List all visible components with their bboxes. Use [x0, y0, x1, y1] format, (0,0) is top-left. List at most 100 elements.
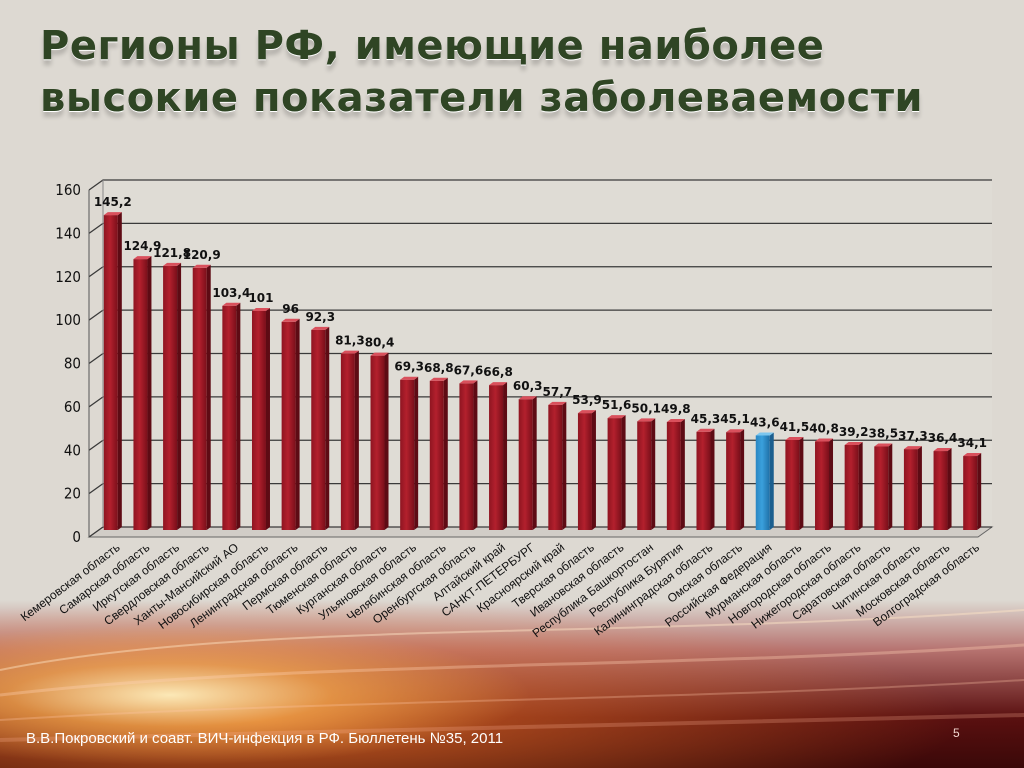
slide-title: Регионы РФ, имеющие наиболее высокие пок… — [40, 23, 924, 121]
bar — [518, 399, 533, 530]
data-label: 57,7 — [543, 385, 573, 399]
bar-top — [163, 262, 182, 266]
bar-side — [917, 446, 922, 530]
bar-side — [206, 264, 211, 530]
source-citation: В.В.Покровский и соавт. ВИЧ-инфекция в Р… — [26, 730, 504, 747]
data-label: 53,9 — [572, 393, 602, 407]
bar-top — [785, 436, 804, 440]
bar — [637, 421, 652, 530]
bar — [281, 321, 296, 530]
bar-side — [740, 429, 745, 530]
bar-top — [903, 446, 922, 450]
bar-top — [311, 326, 330, 330]
bar — [607, 418, 622, 530]
bar-top — [577, 410, 596, 414]
data-label: 37,3 — [898, 429, 928, 443]
bar-top — [963, 453, 982, 457]
y-tick-label: 40 — [64, 441, 81, 459]
bar-side — [799, 436, 804, 530]
data-label: 121,8 — [153, 246, 191, 260]
bar — [903, 449, 918, 530]
bar-side — [443, 377, 448, 530]
data-label: 45,3 — [691, 412, 721, 426]
bar — [192, 267, 207, 530]
y-tick-label: 20 — [64, 485, 81, 503]
bar-top — [133, 256, 152, 260]
bar — [103, 215, 118, 530]
bar-side — [769, 432, 774, 530]
bar — [251, 310, 266, 530]
y-tick-label: 160 — [55, 181, 81, 199]
bar — [666, 421, 681, 530]
data-label: 92,3 — [305, 310, 335, 324]
bar-side — [325, 326, 330, 530]
bar-highlight — [755, 435, 770, 530]
bar-side — [591, 410, 596, 530]
bar-side — [977, 453, 982, 530]
bar-side — [295, 318, 300, 530]
bar-top — [103, 212, 122, 216]
bar-side — [947, 448, 952, 530]
data-label: 36,4 — [928, 431, 958, 445]
bar-top — [489, 382, 508, 386]
bar-side — [621, 415, 626, 530]
bar-top — [548, 401, 567, 405]
bar-top — [222, 302, 241, 306]
bar-side — [680, 418, 685, 530]
bar — [696, 431, 711, 530]
data-label: 38,5 — [868, 427, 898, 441]
data-label: 40,8 — [809, 422, 839, 436]
bar-side — [236, 302, 241, 530]
bar-side — [651, 418, 656, 530]
bar-side — [384, 352, 389, 530]
bar-top — [666, 418, 685, 422]
bar — [311, 329, 326, 530]
bar-side — [562, 401, 567, 530]
bar-side — [473, 380, 478, 530]
y-tick-label: 140 — [55, 224, 81, 242]
bar-top — [607, 415, 626, 419]
bar — [577, 413, 592, 530]
data-label: 68,8 — [424, 361, 454, 375]
page-number: 5 — [953, 726, 960, 740]
data-label: 51,6 — [602, 398, 632, 412]
bar — [222, 305, 237, 530]
bar-side — [829, 438, 834, 530]
data-label: 60,3 — [513, 379, 543, 393]
data-label: 41,5 — [780, 420, 810, 434]
bar-top — [429, 377, 448, 381]
y-tick-label: 60 — [64, 398, 81, 416]
data-label: 124,9 — [123, 239, 161, 253]
data-label: 34,1 — [957, 436, 987, 450]
data-label: 80,4 — [365, 336, 395, 350]
data-label: 120,9 — [183, 248, 221, 262]
bar-top — [281, 318, 300, 322]
data-label: 145,2 — [94, 195, 132, 209]
bar — [459, 383, 474, 530]
bar — [874, 446, 889, 530]
bar — [844, 444, 859, 530]
bar-top — [696, 428, 715, 432]
bar-side — [265, 307, 270, 530]
data-label: 69,3 — [394, 360, 424, 374]
data-label: 101 — [248, 291, 273, 305]
bar-top — [251, 307, 270, 311]
bar-top — [844, 441, 863, 445]
bar-top — [340, 350, 359, 354]
bar — [933, 451, 948, 530]
data-label: 39,2 — [839, 425, 869, 439]
bar — [548, 404, 563, 530]
bar-top — [370, 352, 389, 356]
bar — [370, 355, 385, 530]
bar-top — [518, 396, 537, 400]
data-label: 103,4 — [212, 286, 250, 300]
bar — [785, 439, 800, 530]
bar-side — [354, 350, 359, 530]
y-tick-label: 100 — [55, 311, 81, 329]
data-label: 43,6 — [750, 415, 780, 429]
y-tick-label: 0 — [72, 528, 81, 546]
bar-side — [147, 256, 152, 530]
y-tick-label: 120 — [55, 268, 81, 286]
bar-side — [117, 212, 122, 530]
